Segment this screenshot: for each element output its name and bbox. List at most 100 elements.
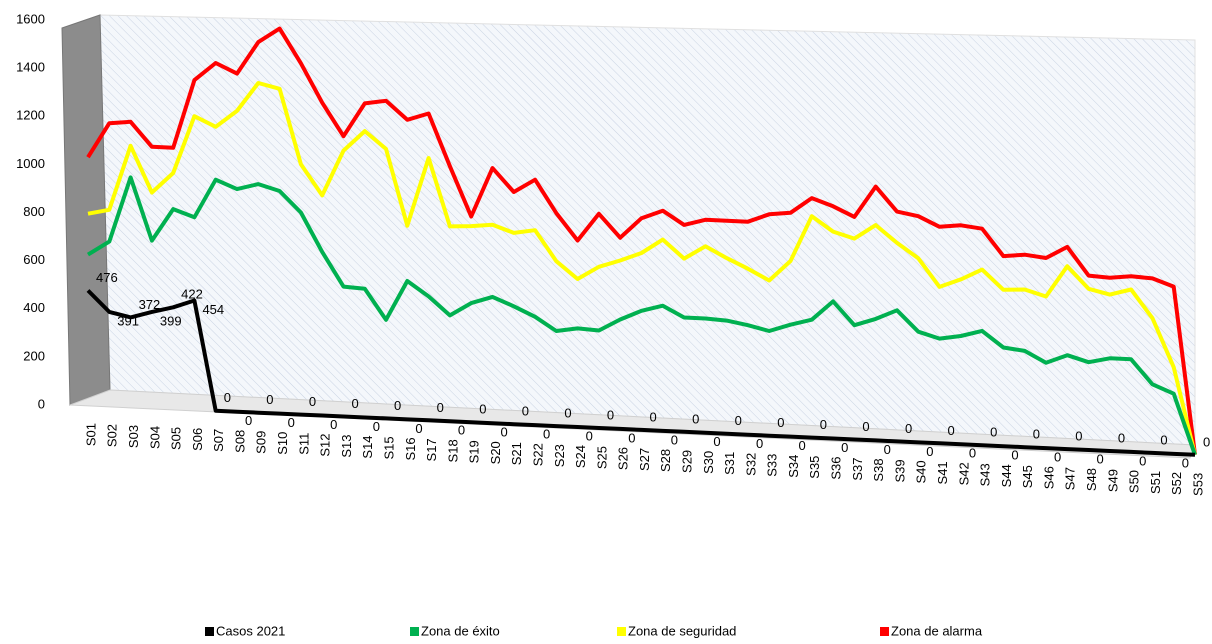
y-tick-label: 400 — [23, 300, 45, 315]
y-tick-label: 200 — [23, 348, 45, 363]
data-label: 0 — [650, 409, 657, 424]
x-tick-label: S37 — [850, 457, 865, 480]
y-tick-label: 0 — [38, 396, 45, 411]
y-tick-label: 1000 — [16, 156, 45, 171]
data-label: 0 — [884, 442, 891, 457]
data-label: 0 — [1160, 432, 1167, 447]
y-tick-label: 800 — [23, 204, 45, 219]
data-label: 0 — [1075, 429, 1082, 444]
data-label: 0 — [692, 411, 699, 426]
data-label: 0 — [543, 427, 550, 442]
series-line — [86, 175, 1197, 456]
data-label: 0 — [1182, 455, 1189, 470]
x-tick-label: S22 — [530, 443, 545, 466]
data-label: 0 — [288, 415, 295, 430]
x-tick-label: S11 — [296, 433, 311, 455]
legend-label: Zona de alarma — [891, 623, 983, 638]
data-label: 0 — [479, 402, 486, 417]
x-tick-label: S51 — [1148, 471, 1163, 494]
data-label: 0 — [735, 413, 742, 428]
data-label: 391 — [117, 313, 139, 328]
data-label: 0 — [1139, 453, 1146, 468]
data-label: 0 — [351, 396, 358, 411]
x-tick-label: S53 — [1190, 473, 1205, 496]
x-tick-label: S20 — [488, 441, 503, 464]
x-tick-label: S40 — [914, 460, 929, 483]
x-tick-label: S29 — [680, 450, 695, 473]
data-label: 0 — [330, 417, 337, 432]
x-tick-label: S03 — [126, 425, 141, 448]
x-tick-label: S01 — [83, 423, 98, 446]
data-label: 0 — [564, 406, 571, 421]
back-wall — [99, 14, 1196, 446]
x-tick-label: S50 — [1127, 470, 1142, 493]
x-tick-label: S31 — [722, 452, 737, 475]
data-label: 0 — [948, 423, 955, 438]
x-tick-label: S23 — [552, 444, 567, 467]
data-label: 0 — [671, 432, 678, 447]
x-tick-label: S17 — [424, 438, 439, 461]
data-label: 0 — [394, 398, 401, 413]
x-tick-label: S09 — [254, 431, 269, 454]
data-label: 0 — [224, 390, 231, 405]
x-tick-label: S18 — [445, 439, 460, 462]
legend-label: Zona de éxito — [421, 623, 500, 638]
data-label: 0 — [1033, 427, 1040, 442]
data-label: 0 — [1203, 434, 1210, 449]
x-tick-label: S24 — [573, 445, 588, 468]
data-label: 0 — [756, 436, 763, 451]
y-tick-label: 1400 — [16, 60, 45, 75]
data-label: 0 — [969, 446, 976, 461]
series-line — [86, 289, 1196, 457]
x-tick-label: S02 — [105, 424, 120, 447]
series-line — [86, 26, 1197, 456]
x-tick-label: S08 — [232, 430, 247, 453]
x-tick-label: S38 — [871, 458, 886, 481]
data-label: 0 — [437, 400, 444, 415]
legend-swatch — [410, 627, 419, 636]
legend-swatch — [880, 627, 889, 636]
data-label: 0 — [862, 419, 869, 434]
data-label: 0 — [628, 430, 635, 445]
data-label: 0 — [245, 413, 252, 428]
x-tick-label: S35 — [807, 456, 822, 479]
data-label: 0 — [990, 425, 997, 440]
x-tick-label: S39 — [892, 459, 907, 482]
data-label: 0 — [713, 434, 720, 449]
legend-swatch — [205, 627, 214, 636]
x-tick-label: S42 — [956, 462, 971, 485]
data-label: 476 — [96, 270, 118, 285]
x-tick-label: S32 — [743, 453, 758, 476]
x-tick-label: S12 — [318, 434, 333, 457]
x-tick-label: S19 — [467, 440, 482, 463]
x-tick-label: S21 — [509, 442, 524, 465]
y-tick-label: 1600 — [16, 11, 45, 26]
data-label: 0 — [415, 421, 422, 436]
data-label: 0 — [1097, 451, 1104, 466]
x-tick-label: S44 — [999, 464, 1014, 487]
x-tick-label: S04 — [147, 426, 162, 449]
data-label: 0 — [586, 428, 593, 443]
x-tick-label: S26 — [616, 447, 631, 470]
x-tick-label: S27 — [637, 448, 652, 471]
data-label: 0 — [1118, 430, 1125, 445]
data-label: 0 — [373, 419, 380, 434]
x-tick-label: S13 — [339, 434, 354, 457]
data-label: 0 — [458, 423, 465, 438]
legend-label: Casos 2021 — [216, 623, 285, 638]
data-label: 0 — [607, 407, 614, 422]
x-tick-label: S15 — [381, 436, 396, 459]
x-tick-label: S16 — [403, 437, 418, 460]
x-tick-label: S36 — [829, 457, 844, 480]
y-tick-label: 600 — [23, 252, 45, 267]
data-label: 0 — [777, 415, 784, 430]
x-tick-label: S45 — [1020, 465, 1035, 488]
data-label: 0 — [266, 392, 273, 407]
x-tick-label: S52 — [1169, 472, 1184, 495]
data-label: 0 — [522, 404, 529, 419]
x-tick-label: S28 — [658, 449, 673, 472]
data-label: 399 — [160, 313, 182, 328]
data-label: 0 — [926, 444, 933, 459]
data-label: 454 — [202, 302, 224, 317]
